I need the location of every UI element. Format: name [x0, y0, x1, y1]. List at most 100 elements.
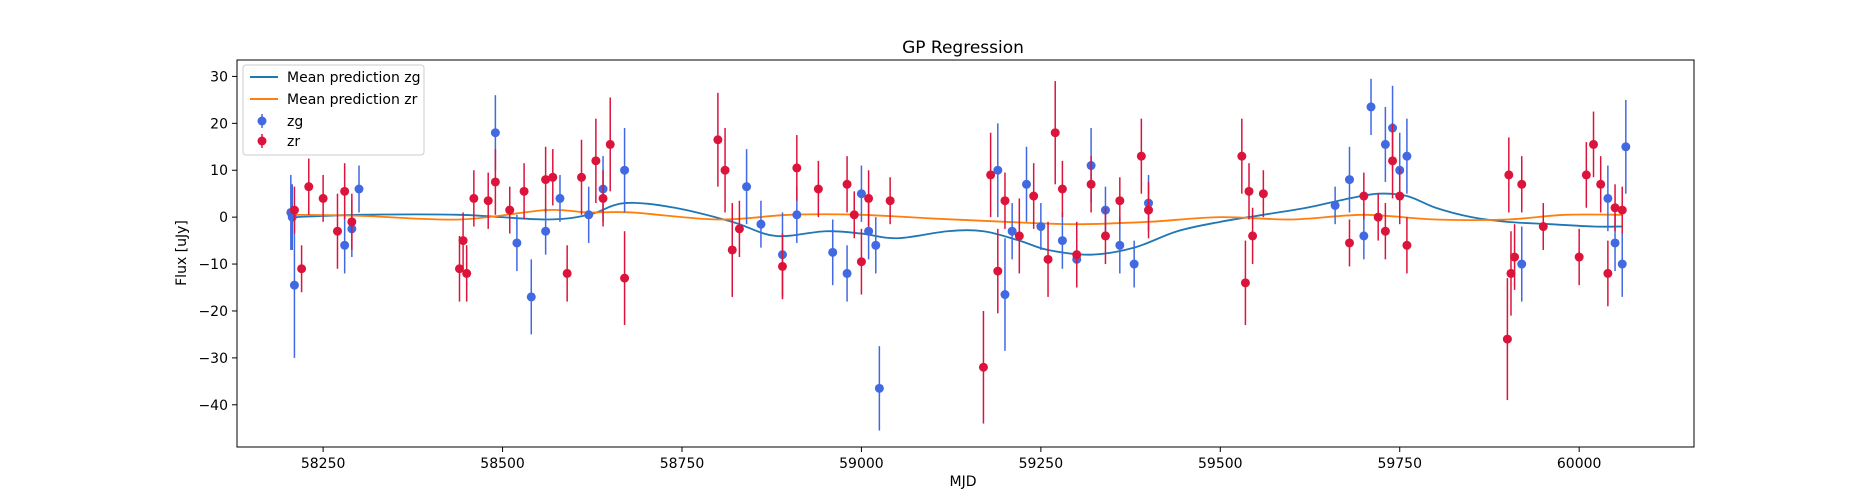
x-tick-label: 58500 [480, 456, 525, 472]
x-axis-ticks: 58250 58500 58750 59000 59250 59500 59750 60000 [301, 447, 1602, 472]
zr-point [332, 226, 342, 236]
zg-point [842, 268, 852, 278]
zr-point [1014, 231, 1024, 241]
zr-point [469, 193, 479, 203]
zr-point [1258, 189, 1268, 199]
zg-point [1129, 259, 1139, 269]
chart-title: GP Regression [902, 38, 1024, 58]
zr-point [1100, 231, 1110, 241]
zr-point [304, 182, 314, 192]
zr-point [777, 261, 787, 271]
series-zr [289, 81, 1627, 424]
legend-marker-zr [257, 136, 267, 146]
zr-point [1043, 254, 1053, 264]
zr-point [1596, 179, 1606, 189]
zg-point [828, 247, 838, 257]
zr-point [548, 172, 558, 182]
zr-point [734, 224, 744, 234]
zr-point [1237, 151, 1247, 161]
y-tick-label: 0 [219, 210, 228, 226]
zr-point [577, 172, 587, 182]
y-tick-label: 20 [210, 116, 228, 132]
x-tick-label: 59000 [839, 456, 884, 472]
zg-point [1402, 151, 1412, 161]
zg-point [1330, 200, 1340, 210]
zg-point [1603, 193, 1613, 203]
zr-point [1517, 179, 1527, 189]
zg-point [864, 226, 874, 236]
zr-point [505, 205, 515, 215]
zr-point [713, 135, 723, 145]
zr-point [598, 193, 608, 203]
y-tick-label: 10 [210, 163, 228, 179]
y-tick-label: −30 [198, 351, 228, 367]
zr-point [297, 264, 307, 274]
zg-point [512, 238, 522, 248]
legend-label-zr-line: Mean prediction zr [287, 92, 418, 108]
line-mean-prediction-zg [294, 192, 1623, 256]
x-tick-label: 58750 [660, 456, 705, 472]
zg-point [1057, 236, 1067, 246]
zr-point [1000, 196, 1010, 206]
zg-point [620, 165, 630, 175]
zr-point [885, 196, 895, 206]
zr-point [458, 236, 468, 246]
zr-point [986, 170, 996, 180]
zg-point [526, 292, 536, 302]
zg-point [856, 189, 866, 199]
zr-point [519, 186, 529, 196]
zr-point [462, 268, 472, 278]
legend-label-zg-line: Mean prediction zg [287, 70, 421, 86]
zr-point [1373, 212, 1383, 222]
zr-point [1380, 226, 1390, 236]
zr-point [1057, 184, 1067, 194]
zr-point [1136, 151, 1146, 161]
zg-point [756, 219, 766, 229]
zg-point [1366, 102, 1376, 112]
zr-point [864, 193, 874, 203]
zr-point [562, 268, 572, 278]
zr-point [605, 139, 615, 149]
zr-point [1402, 240, 1412, 250]
zg-point [354, 184, 364, 194]
zr-point [318, 193, 328, 203]
zr-point [1240, 278, 1250, 288]
zr-point [483, 196, 493, 206]
zg-point [1517, 259, 1527, 269]
zg-point [541, 226, 551, 236]
zr-point [591, 156, 601, 166]
zr-point [1344, 238, 1354, 248]
x-tick-label: 60000 [1557, 456, 1602, 472]
zr-point [1574, 252, 1584, 262]
zg-point [555, 193, 565, 203]
zg-point [742, 182, 752, 192]
zr-point [1050, 128, 1060, 138]
y-tick-label: −20 [198, 304, 228, 320]
legend-label-zr: zr [287, 134, 300, 150]
zg-point [340, 240, 350, 250]
y-tick-label: 30 [210, 69, 228, 85]
zr-point [454, 264, 464, 274]
line-mean-prediction-zr [294, 208, 1623, 226]
zr-point [1603, 268, 1613, 278]
zr-point [1244, 186, 1254, 196]
zg-point [1036, 222, 1046, 232]
zr-point [1538, 222, 1548, 232]
legend: Mean prediction zg Mean prediction zr zg… [242, 64, 425, 156]
legend-label-zg: zg [287, 114, 303, 130]
zr-point [1395, 191, 1405, 201]
legend-box [242, 64, 425, 156]
legend-marker-zg [257, 116, 267, 126]
mean-prediction-curves [294, 192, 1623, 256]
zr-point [1115, 196, 1125, 206]
plot-area-frame [236, 59, 1695, 448]
zg-point [1610, 238, 1620, 248]
zr-point [813, 184, 823, 194]
zg-point [874, 383, 884, 393]
y-axis-label: Flux [uJy] [174, 220, 190, 286]
zr-point [1502, 334, 1512, 344]
zr-point [1506, 268, 1516, 278]
zr-point [1248, 231, 1258, 241]
observation-points [286, 78, 1631, 431]
